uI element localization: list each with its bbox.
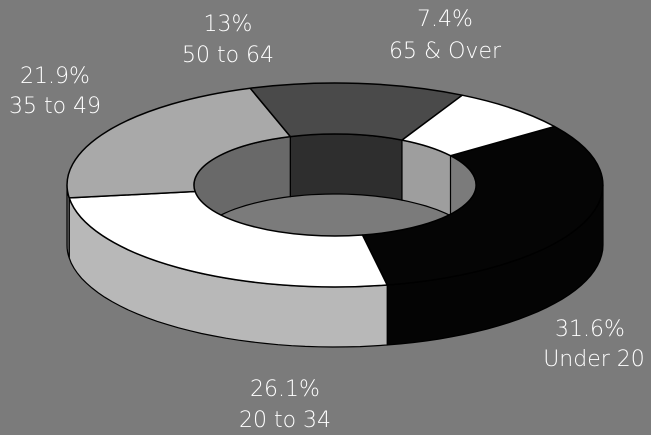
data-label-20-to-34-category: 20 to 34 — [239, 408, 331, 433]
data-label-35-to-49-value: 21.9% — [20, 64, 90, 89]
data-label-under-20-value: 31.6% — [555, 317, 625, 342]
data-label-under-20-category: Under 20 — [543, 347, 645, 372]
inner-wall-50-to-64 — [290, 134, 402, 200]
donut-slices — [67, 83, 603, 347]
data-label-20-to-34-value: 26.1% — [250, 377, 320, 402]
data-label-65-over-value: 7.4% — [417, 7, 473, 32]
data-label-50-to-64-value: 13% — [204, 12, 253, 37]
data-label-65-over-category: 65 & Over — [389, 39, 502, 64]
data-label-50-to-64-category: 50 to 64 — [182, 43, 274, 68]
data-label-35-to-49-category: 35 to 49 — [9, 94, 101, 119]
